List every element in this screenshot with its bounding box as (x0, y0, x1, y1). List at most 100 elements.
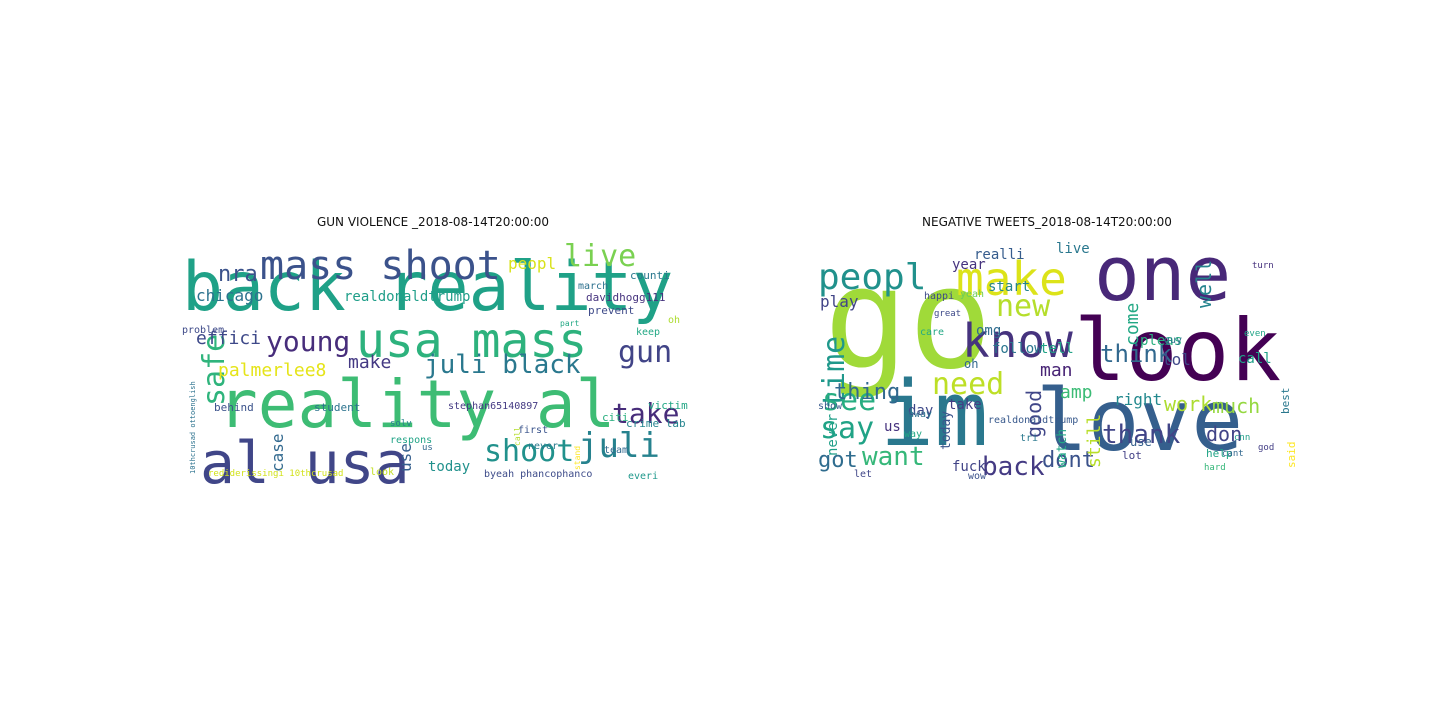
cloud-word: still (1084, 413, 1105, 468)
cloud-word: today (939, 410, 954, 450)
cloud-word: al usa (200, 429, 410, 487)
cloud-word: good (1022, 389, 1046, 438)
cloud-word: see (822, 383, 877, 418)
cloud-word: realdonaldtrump (344, 289, 471, 305)
cloud-word: make (956, 252, 1067, 306)
cloud-word: shoot (484, 434, 575, 469)
cloud-word: gun (618, 335, 673, 370)
cloud-word: byeah phancophanco (484, 469, 593, 480)
wordcloud-panel-gun-violence: GUN VIOLENCE _2018-08-14T20:00:00 back r… (178, 212, 688, 487)
cloud-word: god (1258, 443, 1275, 453)
cloud-word: problem (182, 325, 225, 336)
cloud-word: start (988, 279, 1031, 295)
cloud-word: respons (390, 435, 433, 446)
cloud-word: peopl (818, 257, 927, 298)
cloud-word: take (612, 397, 680, 430)
cloud-word: great (934, 309, 962, 319)
cloud-word: call (513, 426, 522, 446)
cloud-word: nra (218, 262, 258, 287)
cloud-word: away (908, 409, 933, 420)
cloud-word: part (560, 319, 580, 328)
cloud-word: call (1238, 351, 1272, 367)
cloud-word: thank (1102, 420, 1181, 450)
cloud-word: young (266, 325, 351, 358)
cloud-word: oh (964, 357, 979, 371)
cloud-word: back reality (182, 248, 674, 327)
cloud-word: look (370, 467, 395, 478)
cloud-word: show (818, 401, 843, 412)
cloud-word: think (1100, 340, 1173, 368)
cloud-word: well (1192, 259, 1216, 308)
cloud-word: citi (602, 411, 629, 424)
cloud-word: lot (1122, 449, 1142, 462)
cloud-word: got (818, 448, 858, 473)
panel-title: NEGATIVE TWEETS_2018-08-14T20:00:00 (922, 215, 1172, 229)
cloud-word: solv (390, 419, 412, 429)
cloud-word: man (1040, 360, 1073, 381)
cloud-word: oh (668, 315, 681, 326)
cloud-word: mass shoot (260, 243, 501, 289)
cloud-word: first (518, 425, 549, 436)
cloud-word: take (948, 397, 982, 413)
cloud-word: let (854, 469, 873, 480)
cloud-word: prevent (588, 304, 635, 317)
cloud-word: turn (1252, 261, 1274, 271)
cloud-word: counti (630, 269, 670, 282)
cloud-word: dont (1042, 448, 1095, 473)
cloud-word: usa mass (356, 313, 588, 369)
cloud-word: tell (1040, 341, 1074, 357)
cloud-word: hard (1204, 463, 1226, 473)
cloud-word: case (268, 433, 287, 472)
cloud-word: year (952, 257, 986, 273)
cloud-word: guy (1164, 335, 1183, 346)
cloud-word: keep (636, 327, 661, 338)
cloud-word: behind (214, 401, 254, 414)
cloud-word: thing (834, 380, 901, 405)
cloud-word: rediderissingi 10thcrusad (208, 469, 344, 479)
cloud-word: play (820, 292, 859, 311)
cloud-word: make (348, 352, 392, 373)
cloud-word: palmerlee8 (218, 360, 327, 381)
cloud-word: look (1074, 301, 1282, 401)
cloud-word: happi (924, 291, 955, 302)
cloud-word: cnn (1234, 433, 1251, 443)
cloud-word: watch (1055, 428, 1070, 468)
cloud-word: juli black (424, 350, 581, 380)
cloud-word: know (962, 314, 1073, 368)
cloud-word: live (1056, 241, 1090, 257)
cloud-word: student (314, 401, 361, 414)
cloud-word: crime lab (626, 417, 686, 430)
cloud-word: go (824, 238, 993, 401)
cloud-word: peopl (508, 254, 557, 273)
wordcloud-canvas: go im love look one make know peopl new need time s… (792, 232, 1302, 487)
cloud-word: follow (992, 341, 1043, 357)
cloud-word: use (1130, 435, 1152, 449)
cloud-word: realli (974, 247, 1025, 263)
cloud-word: tri (1020, 433, 1039, 444)
cloud-word: love (1036, 371, 1244, 471)
cloud-word: much (1212, 394, 1261, 418)
cloud-word: care (920, 327, 945, 338)
cloud-word: us (884, 419, 901, 435)
cloud-word: everi (628, 471, 659, 482)
panel-title: GUN VIOLENCE _2018-08-14T20:00:00 (316, 215, 550, 229)
cloud-word: never (528, 441, 559, 452)
cloud-word: pleas (1140, 333, 1183, 349)
cloud-word: never (825, 413, 841, 456)
cloud-word: today (428, 459, 471, 475)
cloud-word: us (422, 443, 433, 453)
cloud-word: best (1279, 387, 1292, 415)
cloud-word: back (982, 452, 1045, 482)
cloud-word: want (862, 442, 925, 472)
cloud-word: victim (648, 399, 688, 412)
cloud-word: chicago (196, 286, 264, 305)
cloud-word: effici (196, 328, 262, 349)
cloud-word: help (1206, 447, 1233, 460)
cloud-word: right (1114, 390, 1163, 409)
cloud-word: omg (976, 323, 1002, 339)
cloud-word: cant (1222, 449, 1244, 459)
cloud-word: use (396, 443, 415, 472)
cloud-word: davidhogg111 (586, 291, 666, 304)
cloud-word: even (1244, 329, 1266, 339)
cloud-word: work (1164, 392, 1213, 416)
